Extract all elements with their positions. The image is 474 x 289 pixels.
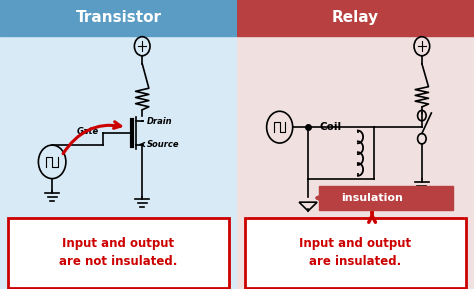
Text: insulation: insulation — [341, 193, 403, 203]
Text: Source: Source — [147, 140, 180, 149]
Text: Coil: Coil — [320, 122, 342, 132]
Text: Drain: Drain — [147, 117, 173, 126]
FancyBboxPatch shape — [246, 218, 465, 288]
FancyBboxPatch shape — [8, 218, 228, 288]
Text: Relay: Relay — [332, 10, 379, 25]
Text: Input and output
are not insulated.: Input and output are not insulated. — [59, 237, 178, 268]
Text: Transistor: Transistor — [75, 10, 162, 25]
Bar — [237, 0, 474, 36]
Text: Gate: Gate — [76, 127, 99, 136]
Text: Input and output
are insulated.: Input and output are insulated. — [300, 237, 411, 268]
FancyBboxPatch shape — [319, 186, 453, 210]
Bar — [0, 0, 237, 36]
